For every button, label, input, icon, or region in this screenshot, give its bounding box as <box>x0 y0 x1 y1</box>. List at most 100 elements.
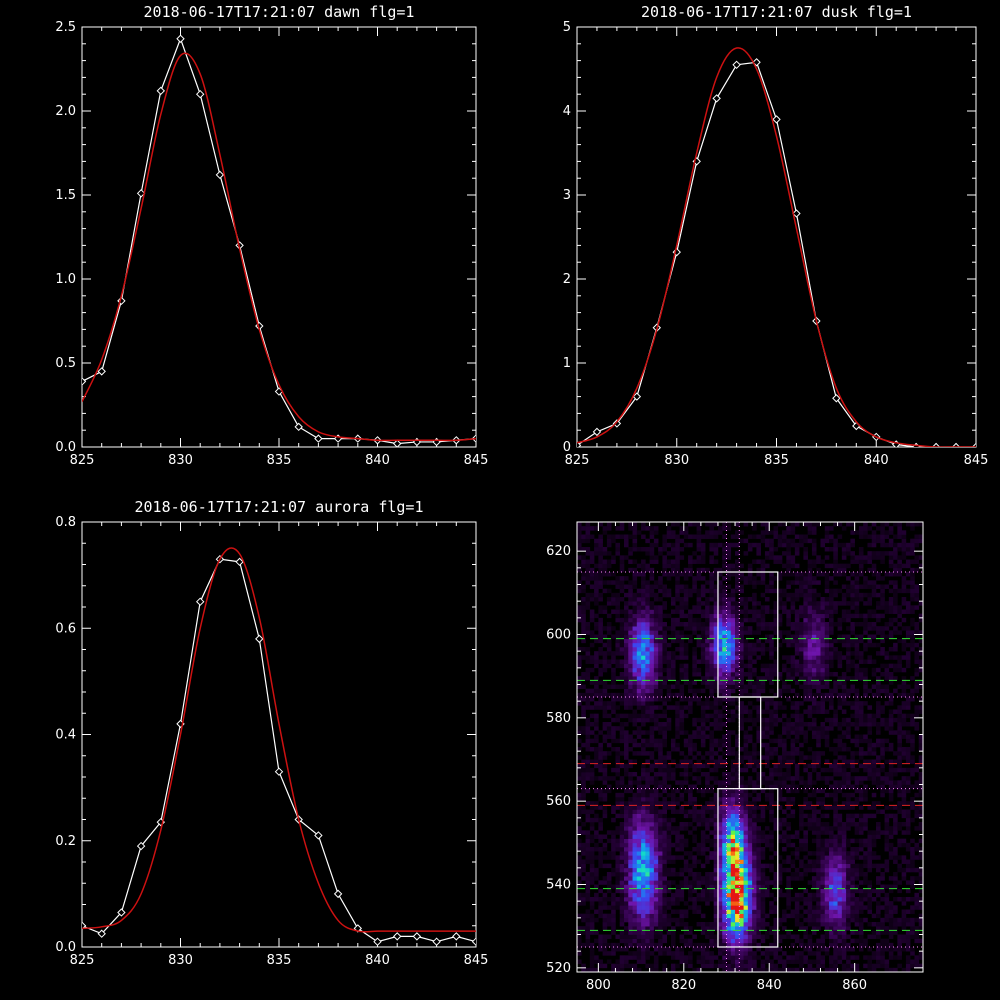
heatmap-cell <box>735 767 740 773</box>
heatmap-cell <box>897 767 902 773</box>
heatmap-cell <box>888 709 894 714</box>
heatmap-cell <box>777 788 783 794</box>
heatmap-cell <box>675 901 680 906</box>
heatmap-cell <box>705 955 710 960</box>
heatmap-cell <box>662 726 668 731</box>
heatmap-cell <box>747 872 753 877</box>
heatmap-cell <box>760 888 766 894</box>
heatmap-cell <box>585 847 591 852</box>
heatmap-cell <box>863 672 868 677</box>
heatmap-cell <box>747 809 753 814</box>
heatmap-cell <box>628 917 633 923</box>
heatmap-cell <box>846 734 851 739</box>
heatmap-cell <box>705 805 710 810</box>
heatmap-cell <box>888 788 894 794</box>
heatmap-cell <box>901 638 907 644</box>
heatmap-cell <box>632 672 638 677</box>
heatmap-cell <box>636 955 642 960</box>
heatmap-cell <box>777 876 783 881</box>
heatmap-cell <box>692 947 697 952</box>
heatmap-cell <box>756 892 761 898</box>
heatmap-cell <box>918 705 923 710</box>
heatmap-cell <box>841 834 847 839</box>
heatmap-cell <box>696 776 702 781</box>
heatmap-cell <box>713 892 719 898</box>
heatmap-cell <box>589 930 595 935</box>
heatmap-cell <box>752 692 757 698</box>
heatmap-cell <box>713 663 719 669</box>
heatmap-cell <box>807 938 813 944</box>
heatmap-cell <box>747 792 753 798</box>
heatmap-cell <box>645 655 650 660</box>
heatmap-cell <box>897 759 902 764</box>
heatmap-cell <box>670 942 676 948</box>
heatmap-cell <box>632 772 638 777</box>
heatmap-cell <box>700 742 706 748</box>
heatmap-cell <box>653 926 659 931</box>
heatmap-cell <box>833 797 838 802</box>
heatmap-cell <box>743 642 749 648</box>
heatmap-cell <box>884 842 890 848</box>
heatmap-cell <box>662 876 668 881</box>
heatmap-cell <box>632 663 638 669</box>
heatmap-cell <box>760 697 766 702</box>
heatmap-cell <box>735 638 740 644</box>
heatmap-cell <box>683 842 689 848</box>
heatmap-cell <box>743 963 749 969</box>
heatmap-cell <box>722 917 727 923</box>
heatmap-cell <box>713 926 719 931</box>
heatmap-cell <box>756 647 761 652</box>
heatmap-cell <box>756 688 761 694</box>
data-point <box>195 89 205 99</box>
heatmap-cell <box>918 951 923 956</box>
heatmap-cell <box>914 876 920 881</box>
data-point <box>592 427 602 437</box>
heatmap-cell <box>692 763 697 769</box>
heatmap-cell <box>594 713 599 719</box>
heatmap-cell <box>598 905 603 910</box>
heatmap-cell <box>794 763 800 769</box>
heatmap-cell <box>901 859 907 864</box>
heatmap-cell <box>730 855 736 860</box>
heatmap-cell <box>696 763 702 769</box>
heatmap-cell <box>837 817 843 823</box>
heatmap-cell <box>756 880 761 885</box>
heatmap-cell <box>782 655 787 660</box>
heatmap-cell <box>589 809 595 814</box>
heatmap-cell <box>713 934 719 939</box>
heatmap-cell <box>713 880 719 885</box>
heatmap-cell <box>632 738 638 744</box>
heatmap-cell <box>863 680 868 685</box>
heatmap-cell <box>799 817 804 823</box>
heatmap-cell <box>628 797 633 802</box>
heatmap-cell <box>905 663 911 669</box>
heatmap-cell <box>615 717 621 723</box>
heatmap-cell <box>905 909 911 914</box>
heatmap-cell <box>722 788 727 794</box>
heatmap-cell <box>662 838 668 844</box>
heatmap-cell <box>717 805 723 810</box>
heatmap-cell <box>786 667 791 673</box>
heatmap-cell <box>726 747 732 752</box>
heatmap-cell <box>782 705 787 710</box>
heatmap-cell <box>799 897 804 902</box>
heatmap-cell <box>914 917 920 923</box>
heatmap-cell <box>760 905 766 910</box>
heatmap-cell <box>653 876 659 881</box>
heatmap-cell <box>786 797 791 802</box>
heatmap-cell <box>854 667 860 673</box>
heatmap-cell <box>777 967 783 972</box>
heatmap-cell <box>794 722 800 727</box>
heatmap-cell <box>846 784 851 789</box>
heatmap-cell <box>641 701 646 706</box>
heatmap-cell <box>692 905 697 910</box>
heatmap-cell <box>790 809 796 814</box>
heatmap-cell <box>688 759 693 764</box>
heatmap-cell <box>653 776 659 781</box>
heatmap-cell <box>858 947 864 952</box>
heatmap-cell <box>636 834 642 839</box>
data-point <box>951 442 961 447</box>
heatmap-cell <box>705 784 710 789</box>
heatmap-cell <box>683 813 689 819</box>
heatmap-cell <box>700 892 706 898</box>
